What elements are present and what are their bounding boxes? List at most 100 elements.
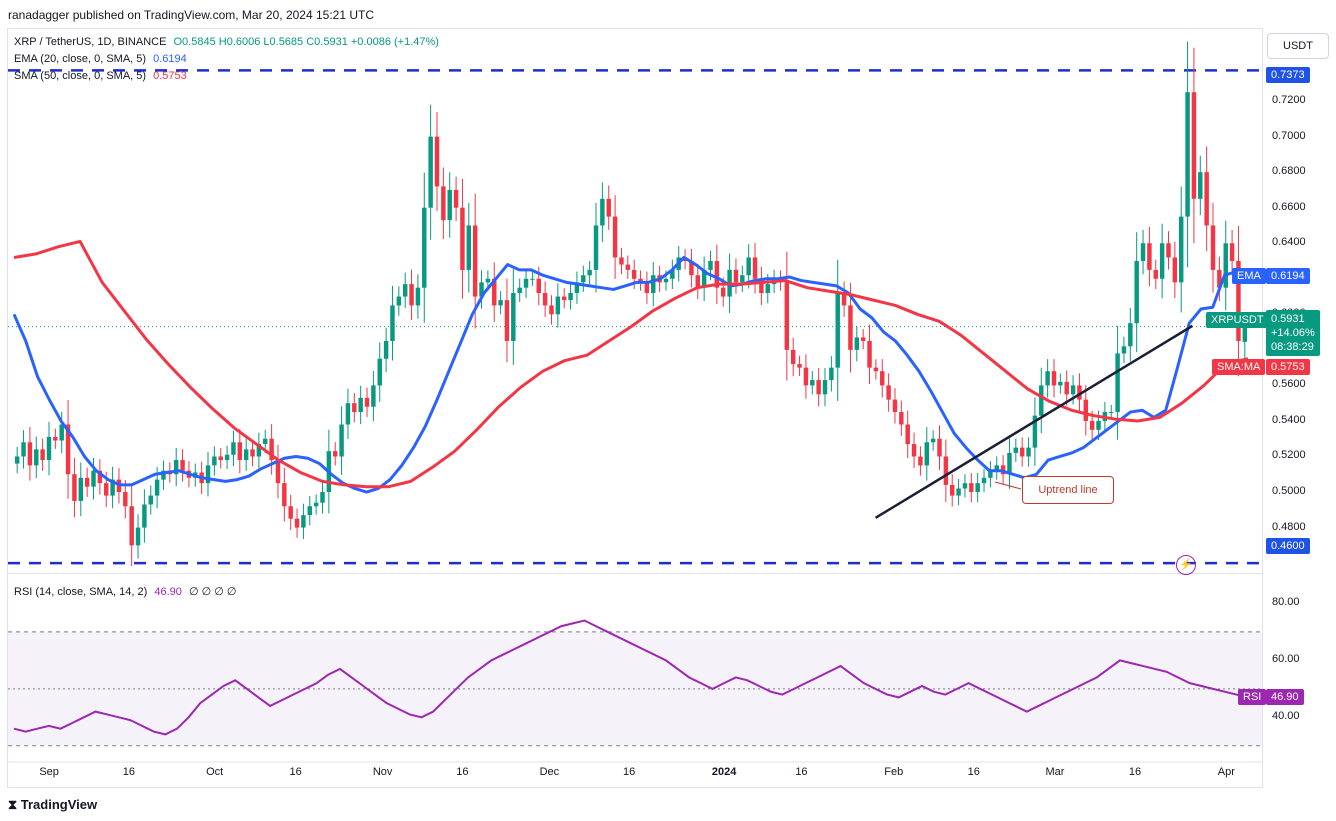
flash-icon[interactable]: ⚡: [1176, 555, 1196, 575]
sma-legend-label: SMA (50, close, 0, SMA, 5): [14, 70, 147, 82]
candle-body: [332, 451, 338, 457]
candle-body: [1007, 452, 1012, 475]
candle-body: [574, 282, 580, 294]
candle-body: [396, 296, 402, 306]
uptrend-line: [874, 324, 1194, 519]
price-tick: 0.4800: [1272, 520, 1306, 533]
candle-body: [97, 470, 103, 484]
candle-body: [27, 442, 33, 466]
time-tick: 16: [623, 766, 636, 778]
candle-body: [848, 305, 853, 350]
candle-body: [835, 293, 840, 368]
candle-body: [651, 275, 656, 294]
price-tick: 0.6600: [1272, 200, 1306, 213]
candle-body: [269, 438, 274, 461]
candle-body: [345, 403, 351, 425]
price-tick: 0.5200: [1272, 449, 1306, 462]
candle-body: [212, 456, 217, 466]
candle-body: [231, 442, 236, 455]
candle-body: [72, 474, 77, 501]
candle-body: [1045, 371, 1050, 386]
candle-body: [282, 483, 287, 507]
ema-name-tag: EMA: [1232, 268, 1266, 284]
candle-body: [53, 436, 58, 441]
ema-legend-value: 0.6194: [153, 53, 187, 65]
candle-body: [428, 136, 433, 208]
candle-body: [294, 518, 300, 528]
candle-body: [517, 287, 522, 294]
candle-body: [485, 278, 491, 283]
candle-body: [593, 225, 599, 270]
candle-body: [123, 492, 128, 507]
symbol-legend[interactable]: XRP / TetherUS, 1D, BINANCE O0.5845 H0.6…: [14, 36, 439, 48]
candle-body: [320, 492, 325, 503]
candle-body: [173, 460, 179, 475]
candle-body: [1128, 323, 1133, 347]
candle-body: [1147, 243, 1152, 270]
candle-body: [542, 293, 548, 306]
candle-body: [899, 412, 904, 425]
rsi-legend-extra: ∅ ∅ ∅ ∅: [188, 586, 237, 598]
price-tick: 0.6800: [1272, 165, 1306, 178]
ema-price-tag: 0.6194: [1266, 268, 1310, 284]
candle-body: [154, 479, 160, 496]
candle-body: [949, 484, 955, 496]
candle-body: [1121, 346, 1127, 354]
candle-body: [288, 506, 293, 519]
candle-body: [988, 470, 993, 478]
sma-legend[interactable]: SMA (50, close, 0, SMA, 5) 0.5753: [14, 70, 187, 82]
candle-body: [975, 483, 980, 493]
candle-body: [472, 225, 478, 297]
candle-body: [14, 456, 20, 464]
rsi-value-tag: 46.90: [1266, 689, 1304, 705]
candle-body: [364, 397, 370, 407]
time-tick: 16: [795, 766, 808, 778]
candle-body: [256, 444, 262, 457]
candle-body: [371, 385, 376, 407]
candle-body: [523, 278, 529, 288]
sma-legend-value: 0.5753: [153, 70, 187, 82]
chart-frame: [7, 28, 1263, 788]
candle-body: [568, 293, 573, 301]
tradingview-logo[interactable]: ⧗ TradingView: [8, 797, 97, 813]
candle-body: [530, 278, 535, 280]
candle-body: [377, 358, 382, 386]
support-tag: 0.4600: [1266, 538, 1310, 554]
candle-body: [619, 257, 624, 265]
ema-legend[interactable]: EMA (20, close, 0, SMA, 5) 0.6194: [14, 53, 187, 65]
currency-button[interactable]: USDT: [1267, 33, 1329, 59]
candle-body: [84, 477, 90, 487]
candle-body: [441, 186, 446, 221]
candle-body: [1140, 243, 1146, 262]
candle-body: [981, 477, 987, 484]
candle-body: [1019, 447, 1025, 457]
candle-body: [1115, 353, 1120, 413]
candle-body: [841, 293, 847, 306]
footer-text: TradingView: [20, 797, 98, 812]
candle-body: [1236, 261, 1241, 341]
candle-body: [148, 495, 153, 505]
candle-body: [1198, 172, 1203, 199]
candle-body: [479, 282, 484, 297]
ma-lines-layer: [12, 239, 1249, 494]
candle-body: [104, 483, 109, 496]
candle-body: [110, 479, 115, 496]
candle-body: [867, 340, 872, 368]
candle-body: [644, 282, 650, 294]
candle-body: [1026, 447, 1031, 457]
pane-divider[interactable]: [7, 573, 1263, 574]
candle-body: [943, 456, 949, 485]
price-tick: 0.5000: [1272, 485, 1306, 498]
candles-layer: [14, 41, 1248, 567]
candle-body: [930, 438, 936, 443]
candle-body: [180, 460, 185, 471]
candle-body: [1089, 420, 1095, 430]
candle-body: [447, 189, 452, 221]
candle-body: [721, 287, 726, 297]
candle-body: [352, 403, 357, 413]
candle-body: [409, 284, 414, 306]
time-tick: Apr: [1217, 766, 1235, 778]
rsi-legend[interactable]: RSI (14, close, SMA, 14, 2) 46.90 ∅ ∅ ∅ …: [14, 585, 236, 598]
last-price: 0.5931: [1271, 313, 1305, 325]
